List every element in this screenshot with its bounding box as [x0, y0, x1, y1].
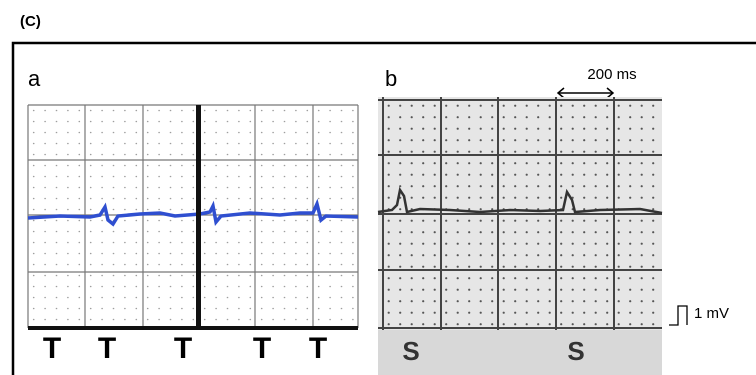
panel-label: a [28, 66, 41, 91]
voltage-scale-symbol [669, 306, 687, 325]
figure: (C) a T T T T T b 200 ms S S 1 mV [0, 0, 756, 375]
scan-strip [378, 330, 662, 375]
panel-label: b [385, 66, 397, 91]
marker-label: T [253, 332, 271, 365]
page: (C) a TTTTT b 200 ms SS 1 mV (() => { co… [0, 0, 756, 375]
marker-label: S [567, 336, 584, 366]
baseline [28, 326, 358, 330]
marker-label: T [174, 332, 192, 365]
divider [196, 105, 201, 328]
marker-label: S [402, 336, 419, 366]
time-scale-label: 200 ms [587, 66, 636, 83]
marker-label: T [43, 332, 61, 365]
voltage-scale-label: 1 mV [694, 305, 729, 322]
ecg-grid-b [378, 97, 662, 330]
figure-label: (C) [20, 13, 41, 30]
marker-label: T [309, 332, 327, 365]
marker-label: T [98, 332, 116, 365]
time-scale-arrow [558, 88, 613, 98]
